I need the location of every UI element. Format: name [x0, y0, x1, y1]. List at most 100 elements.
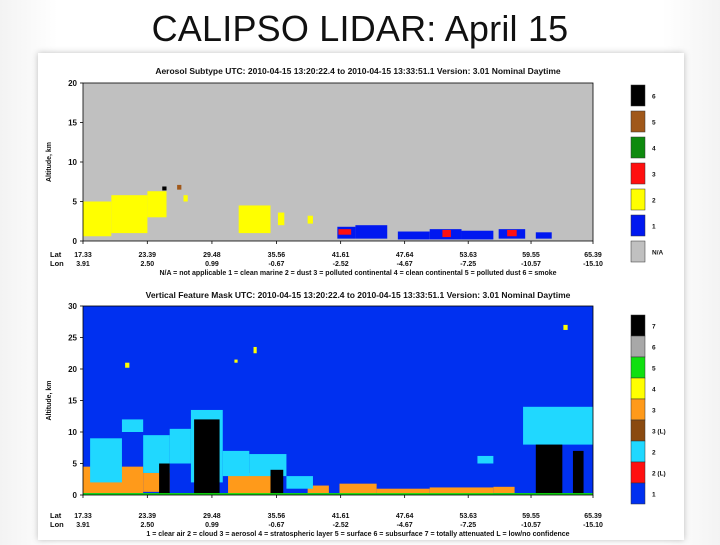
vertical-feature-mask-layer-11 — [169, 428, 191, 464]
aerosol-subtype-lon-label-2: 0.99 — [205, 261, 219, 268]
aerosol-subtype-colorbar-swatch-5 — [630, 214, 646, 237]
aerosol-subtype-layer-8 — [338, 229, 352, 235]
vertical-feature-mask-colorbar-swatch-4 — [630, 398, 646, 421]
aerosol-subtype-lon-label-8: -15.10 — [583, 261, 603, 268]
vertical-feature-mask-colorbar-swatch-0 — [630, 314, 646, 337]
vertical-feature-mask-colorbar-label-4: 3 — [652, 408, 656, 415]
aerosol-subtype-layer-6 — [307, 215, 313, 224]
aerosol-subtype-colorbar-label-5: 1 — [652, 224, 656, 231]
lidar-figure: Aerosol Subtype UTC: 2010-04-15 13:20:22… — [46, 66, 666, 538]
aerosol-subtype-lat-label-4: 41.61 — [332, 252, 350, 259]
vertical-feature-mask-colorbar-label-0: 7 — [652, 324, 656, 331]
aerosol-subtype-lon-label-6: -7.25 — [460, 261, 476, 268]
aerosol-subtype-layer-0 — [83, 201, 112, 237]
vertical-feature-mask-layer-22 — [572, 450, 584, 495]
vertical-feature-mask-lon-label-6: -7.25 — [460, 522, 476, 529]
aerosol-subtype-ytick-label-3: 15 — [68, 119, 77, 128]
vertical-feature-mask-ytick-label-0: 0 — [73, 491, 78, 500]
aerosol-subtype-lat-row-label: Lat — [50, 250, 62, 259]
vertical-feature-mask-ytick-label-3: 15 — [68, 397, 77, 406]
aerosol-subtype-layer-4 — [238, 205, 271, 234]
aerosol-subtype-lon-label-7: -10.57 — [521, 261, 541, 268]
aerosol-subtype-ylabel: Altitude, km — [46, 142, 53, 182]
vertical-feature-mask-title: Vertical Feature Mask UTC: 2010-04-15 13… — [146, 290, 571, 300]
aerosol-subtype-lat-label-2: 29.48 — [203, 252, 221, 259]
aerosol-subtype-colorbar-label-0: 6 — [652, 94, 656, 101]
vertical-feature-mask-lat-label-8: 65.39 — [584, 513, 602, 520]
vertical-feature-mask-lat-label-2: 29.48 — [203, 513, 221, 520]
vertical-feature-mask-colorbar-swatch-6 — [630, 440, 646, 463]
aerosol-subtype-lat-label-3: 35.56 — [268, 252, 286, 259]
vertical-feature-mask-colorbar-swatch-8 — [630, 482, 646, 505]
aerosol-subtype-layer-17 — [162, 186, 167, 191]
aerosol-subtype-layer-2 — [147, 191, 167, 218]
vertical-feature-mask-lon-label-3: -0.67 — [268, 522, 284, 529]
vertical-feature-mask-colorbar-label-6: 2 — [652, 450, 656, 457]
aerosol-subtype-layer-16 — [535, 232, 552, 239]
vertical-feature-mask-colorbar-swatch-3 — [630, 377, 646, 400]
vertical-feature-mask-layer-8 — [90, 438, 122, 483]
vertical-feature-mask-lon-label-0: 3.91 — [76, 522, 90, 529]
aerosol-subtype-layer-10 — [397, 231, 430, 240]
vertical-feature-mask-lat-label-1: 23.39 — [139, 513, 157, 520]
vertical-feature-mask-layer-25 — [234, 359, 238, 363]
vertical-feature-mask-ytick-label-5: 25 — [68, 334, 77, 343]
aerosol-subtype-lat-label-6: 53.63 — [459, 252, 477, 259]
vertical-feature-mask-colorbar-swatch-5 — [630, 419, 646, 442]
vertical-feature-mask-layer-26 — [253, 346, 257, 354]
vertical-feature-mask-lon-label-5: -4.67 — [397, 522, 413, 529]
aerosol-subtype-layer-18 — [177, 184, 182, 190]
aerosol-subtype-lat-label-7: 59.55 — [522, 252, 540, 259]
aerosol-subtype-layer-12 — [442, 229, 451, 238]
vertical-feature-mask-colorbar-label-8: 1 — [652, 492, 656, 499]
vertical-feature-mask-lat-label-7: 59.55 — [522, 513, 540, 520]
vertical-feature-mask-colorbar-label-2: 5 — [652, 366, 656, 373]
aerosol-subtype-layer-1 — [111, 195, 148, 234]
vertical-feature-mask-layer-7 — [493, 486, 515, 494]
vertical-feature-mask-colorbar-label-5: 3 (L) — [652, 429, 666, 436]
vertical-feature-mask-colorbar-swatch-1 — [630, 335, 646, 358]
vertical-feature-mask-layer-4 — [339, 483, 377, 494]
aerosol-subtype-legend-caption: N/A = not applicable 1 = clean marine 2 … — [159, 270, 556, 277]
aerosol-subtype-lat-label-0: 17.33 — [74, 252, 92, 259]
aerosol-subtype-colorbar-label-4: 2 — [652, 198, 656, 205]
aerosol-subtype-title: Aerosol Subtype UTC: 2010-04-15 13:20:22… — [155, 66, 561, 76]
vertical-feature-mask-layer-9 — [121, 419, 144, 432]
vertical-feature-mask-layer-5 — [376, 488, 430, 494]
aerosol-subtype-lon-label-5: -4.67 — [397, 261, 413, 268]
aerosol-subtype-lon-label-0: 3.91 — [76, 261, 90, 268]
vertical-feature-mask-lat-label-4: 41.61 — [332, 513, 350, 520]
vertical-feature-mask-layer-16 — [477, 455, 494, 464]
vertical-feature-mask-lon-label-7: -10.57 — [521, 522, 541, 529]
vertical-feature-mask-layer-15 — [286, 476, 313, 489]
vertical-feature-mask-lat-row-label: Lat — [50, 511, 62, 520]
aerosol-subtype-ytick-label-0: 0 — [73, 237, 78, 246]
aerosol-subtype-colorbar-label-1: 5 — [652, 120, 656, 127]
aerosol-subtype-lat-label-8: 65.39 — [584, 252, 602, 259]
aerosol-subtype-ytick-label-4: 20 — [68, 79, 77, 88]
figure-frame: Aerosol Subtype UTC: 2010-04-15 13:20:22… — [38, 53, 684, 540]
vertical-feature-mask-layer-27 — [563, 324, 568, 330]
vertical-feature-mask-lat-label-5: 47.64 — [396, 513, 414, 520]
vertical-feature-mask-layer-2 — [228, 472, 271, 494]
vertical-feature-mask-layer-21 — [535, 444, 563, 495]
aerosol-subtype-colorbar-label-2: 4 — [652, 146, 656, 153]
aerosol-subtype-layer-15 — [507, 229, 517, 237]
vertical-feature-mask-ylabel: Altitude, km — [46, 380, 53, 420]
vertical-feature-mask-colorbar-label-1: 6 — [652, 345, 656, 352]
vertical-feature-mask-layer-13 — [222, 450, 250, 477]
vertical-feature-mask-lon-label-8: -15.10 — [583, 522, 603, 529]
aerosol-subtype-colorbar-swatch-4 — [630, 188, 646, 211]
vertical-feature-mask-layer-3 — [307, 485, 329, 494]
vertical-feature-mask-ytick-label-1: 5 — [73, 460, 78, 469]
aerosol-subtype-layer-13 — [461, 230, 494, 240]
vertical-feature-mask-layer-6 — [429, 487, 494, 494]
vertical-feature-mask-lon-label-4: -2.52 — [333, 522, 349, 529]
aerosol-subtype-layer-3 — [183, 195, 188, 202]
vertical-feature-mask-colorbar-label-7: 2 (L) — [652, 471, 666, 478]
aerosol-subtype-ytick-label-2: 10 — [68, 158, 77, 167]
vertical-feature-mask-colorbar-swatch-2 — [630, 356, 646, 379]
vertical-feature-mask-ytick-label-2: 10 — [68, 428, 77, 437]
aerosol-subtype-lat-label-5: 47.64 — [396, 252, 414, 259]
vertical-feature-mask-lon-label-1: 2.50 — [140, 522, 154, 529]
